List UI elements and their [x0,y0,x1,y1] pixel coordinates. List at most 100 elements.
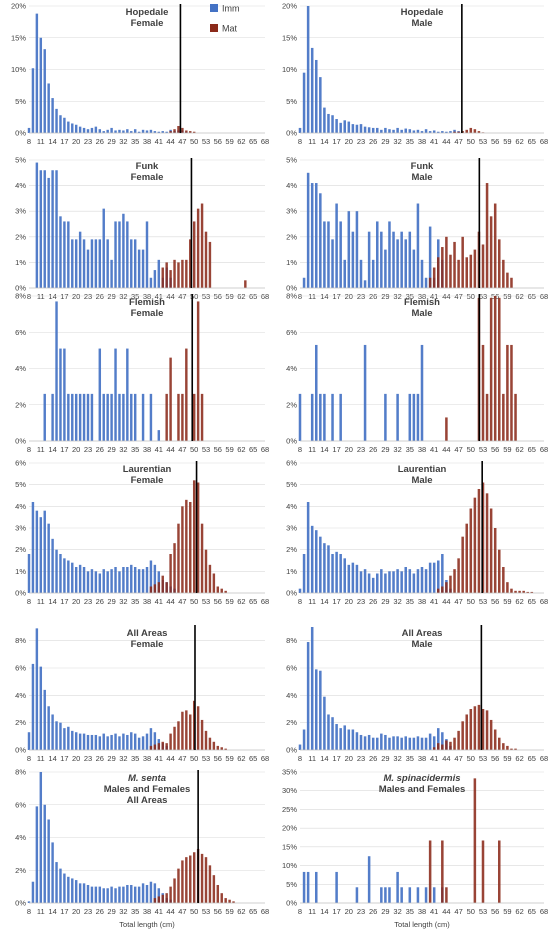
bar-mat [189,855,192,903]
bar-imm [133,393,137,441]
bar-imm [339,221,342,288]
bar-mat [224,898,227,903]
bar-imm [306,6,310,133]
x-tick-label: 68 [261,292,269,301]
bar-imm [302,277,306,288]
y-tick-label: 4% [15,502,26,511]
bar-imm [39,666,43,750]
x-tick-label: 32 [119,137,127,146]
bar-imm [43,689,46,750]
y-tick-label: 15% [282,842,297,851]
y-tick-label: 2% [286,400,297,409]
bar-imm [74,124,78,133]
x-tick-label: 50 [467,907,475,916]
chart-title: Funk [411,161,434,172]
x-tick-label: 41 [155,292,163,301]
x-tick-label: 44 [442,907,450,916]
bar-imm [315,344,318,441]
chart-title: All Areas [127,628,168,639]
bar-mat [181,393,184,441]
x-tick-label: 53 [202,754,210,763]
bar-mat [441,586,444,593]
x-tick-label: 38 [143,597,151,606]
y-tick-label: 0% [15,746,26,755]
bar-imm [424,277,428,288]
bar-mat [485,493,489,593]
bar-imm [319,536,322,593]
bar-imm [367,231,371,288]
x-tick-label: 50 [190,445,198,454]
x-tick-label: 44 [166,754,174,763]
bar-imm [74,393,78,441]
bar-mat [189,502,192,593]
x-tick-label: 59 [225,907,233,916]
x-tick-label: 35 [406,597,414,606]
bar-mat [181,506,184,593]
x-tick-label: 41 [155,137,163,146]
bar-mat [485,710,489,750]
x-tick-label: 8 [298,597,302,606]
x-tick-label: 11 [308,754,316,763]
bar-imm [47,523,50,593]
bar-imm [59,216,62,288]
bar-imm [367,127,371,133]
bar-mat [185,130,188,133]
bar-imm [118,886,121,903]
bar-mat [445,236,448,288]
bar-imm [90,239,94,288]
bar-mat [493,528,497,593]
y-tick-label: 1% [15,258,26,267]
bar-imm [412,130,416,133]
x-tick-label: 50 [190,597,198,606]
bar-mat [473,249,477,288]
bar-imm [428,226,432,288]
x-tick-label: 44 [442,137,450,146]
bar-imm [55,721,58,750]
bar-imm [432,887,436,903]
x-tick-label: 26 [96,597,104,606]
bar-imm [327,221,330,288]
x-tick-label: 11 [37,754,45,763]
bar-imm [392,231,395,288]
bar-imm [371,737,375,750]
bar-mat [212,741,216,750]
bar-imm [114,888,117,903]
bar-imm [416,569,420,593]
x-tick-label: 17 [60,754,68,763]
bar-imm [319,193,322,288]
x-tick-label: 62 [515,597,523,606]
bar-imm [98,736,102,750]
bar-imm [335,871,338,903]
bar-mat [196,208,200,288]
bar-imm [141,883,145,903]
bar-imm [67,876,70,903]
bar-mat [526,591,529,593]
x-tick-label: 68 [540,445,548,454]
bar-imm [157,259,161,288]
x-tick-label: 35 [131,754,139,763]
bar-imm [404,239,407,288]
bar-imm [331,554,334,593]
bar-imm [384,393,387,441]
x-tick-label: 62 [515,907,523,916]
bar-mat [445,740,448,750]
bar-imm [351,729,355,750]
bar-imm [388,737,391,750]
bar-mat [489,216,493,288]
bar-mat [465,714,468,750]
x-tick-label: 32 [119,445,127,454]
y-tick-label: 0% [15,589,26,598]
bar-imm [371,577,375,593]
bar-imm [118,393,121,441]
bar-imm [432,736,436,750]
x-tick-label: 14 [320,137,328,146]
bar-imm [363,569,367,593]
bar-imm [63,873,66,903]
bar-imm [453,129,456,133]
x-tick-label: 20 [345,597,353,606]
bar-imm [302,729,306,750]
bar-mat [177,523,180,593]
y-tick-label: 2% [15,232,26,241]
bar-mat [181,860,184,903]
x-tick-label: 65 [528,754,536,763]
